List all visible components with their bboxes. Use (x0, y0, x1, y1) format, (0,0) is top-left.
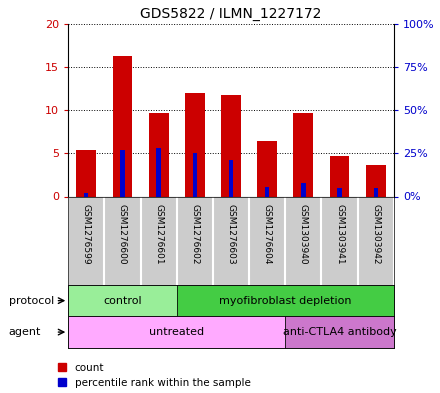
Bar (221, 95, 241, 196)
Text: GSM1276599: GSM1276599 (82, 204, 91, 264)
Bar (177, 285, 394, 316)
Bar (77, 150, 96, 196)
Text: myofibroblast depletion: myofibroblast depletion (219, 296, 352, 306)
Bar (330, 156, 349, 196)
Bar (120, 150, 125, 196)
Text: GSM1303942: GSM1303942 (371, 204, 380, 264)
Legend: count, percentile rank within the sample: count, percentile rank within the sample (58, 363, 250, 388)
Text: untreated: untreated (149, 327, 204, 337)
Bar (113, 55, 132, 196)
Bar (285, 316, 394, 348)
Bar (257, 141, 277, 196)
Bar (68, 285, 177, 316)
Bar (157, 148, 161, 196)
Text: agent: agent (9, 327, 41, 337)
Text: GSM1303941: GSM1303941 (335, 204, 344, 264)
Bar (265, 187, 269, 196)
Text: GSM1303940: GSM1303940 (299, 204, 308, 264)
Title: GDS5822 / ILMN_1227172: GDS5822 / ILMN_1227172 (140, 7, 322, 21)
Text: GSM1276602: GSM1276602 (191, 204, 199, 264)
Bar (84, 193, 88, 196)
Bar (149, 114, 169, 196)
Text: anti-CTLA4 antibody: anti-CTLA4 antibody (282, 327, 396, 337)
Bar (193, 153, 197, 196)
Text: control: control (103, 296, 142, 306)
Bar (366, 165, 386, 196)
Text: protocol: protocol (9, 296, 54, 306)
Bar (185, 93, 205, 196)
Bar (337, 188, 342, 196)
Bar (68, 316, 285, 348)
Bar (301, 183, 305, 196)
Text: GSM1276603: GSM1276603 (227, 204, 235, 264)
Text: GSM1276604: GSM1276604 (263, 204, 271, 264)
Text: GSM1276601: GSM1276601 (154, 204, 163, 264)
Bar (374, 188, 378, 196)
Bar (229, 160, 233, 196)
Bar (293, 114, 313, 196)
Text: GSM1276600: GSM1276600 (118, 204, 127, 264)
